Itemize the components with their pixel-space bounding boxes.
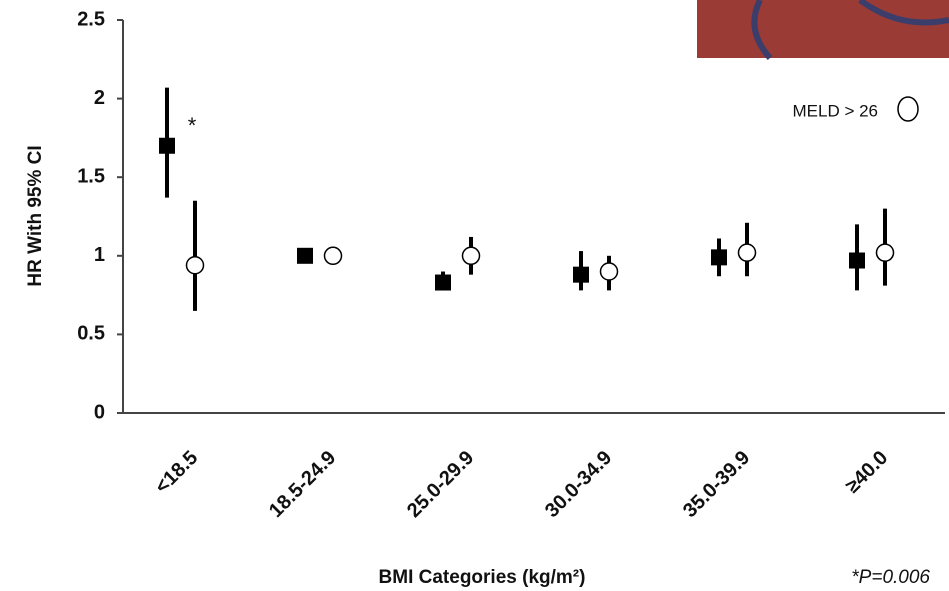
y-tick-label: 2.5 [77,8,105,30]
x-tick-label: <18.5 [151,447,202,498]
x-axis-label: BMI Categories (kg/m²) [379,567,586,588]
point-circle [877,244,894,261]
point-circle [325,247,342,264]
point-square [573,267,589,283]
x-tick-label: 18.5-24.9 [265,447,340,522]
y-tick-label: 1.5 [77,165,105,187]
point-square [849,253,865,269]
y-axis-label: HR With 95% CI [25,145,46,286]
legend-label: MELD > 26 [792,101,878,120]
photo-inset [697,0,949,58]
page: {"chart_data": {"type": "forest", "y_lab… [0,0,949,591]
point-circle [187,257,204,274]
point-circle [463,247,480,264]
x-tick-label: 25.0-29.9 [403,447,478,522]
y-tick-label: 2 [94,87,105,109]
x-tick-label: ≥40.0 [841,447,892,498]
x-tick-label: 30.0-34.9 [541,447,616,522]
y-tick-label: 1 [94,244,105,266]
point-square [435,275,451,291]
point-circle [601,263,618,280]
point-square [711,249,727,265]
chart: HR With 95% CI BMI Categories (kg/m²) *P… [0,0,949,591]
y-tick-label: 0 [94,401,105,423]
point-square [159,138,175,154]
point-circle [739,244,756,261]
point-square [297,248,313,264]
significance-star: * [188,113,197,138]
legend-marker [898,97,918,121]
x-tick-label: 35.0-39.9 [679,447,754,522]
p-value-note: *P=0.006 [851,567,930,588]
y-tick-label: 0.5 [77,323,105,345]
